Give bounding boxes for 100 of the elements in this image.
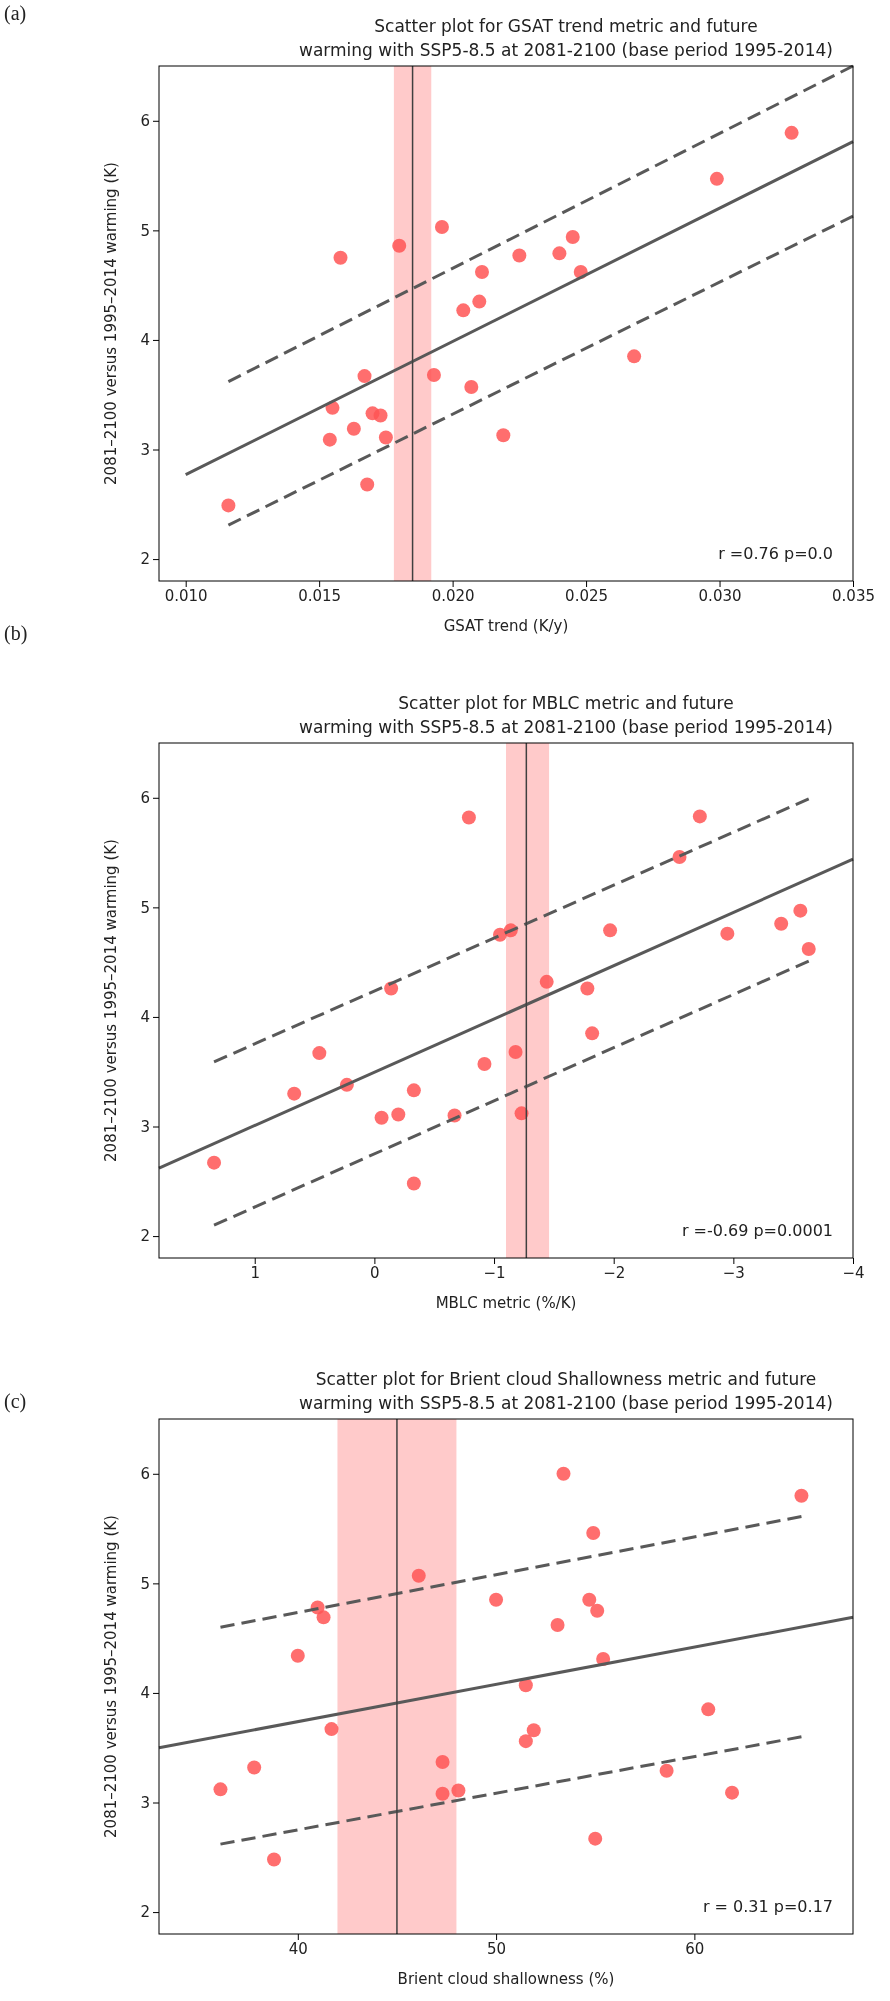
annotation: r = 0.31 p=0.17 [702, 1897, 833, 1916]
point [267, 1852, 282, 1867]
point [357, 369, 372, 384]
point [435, 1786, 450, 1801]
point [580, 981, 595, 996]
point [526, 1723, 541, 1738]
point [793, 903, 808, 918]
x-tick-label: 60 [685, 1939, 705, 1958]
point [701, 1702, 716, 1717]
point [550, 1618, 565, 1632]
point [518, 1734, 533, 1749]
point [406, 1176, 421, 1191]
point [725, 1785, 740, 1800]
point [391, 1107, 406, 1122]
point [474, 265, 489, 279]
chart-title: Scatter plot for MBLC metric and future warming with SSP5-8.5 at 2081-2100 (base period 1995-2014) [299, 693, 833, 737]
point [565, 229, 580, 244]
point [435, 1754, 450, 1769]
point [373, 408, 388, 423]
point [316, 1610, 331, 1625]
point [322, 432, 337, 447]
point [512, 248, 527, 263]
point [434, 220, 449, 235]
point [426, 368, 441, 382]
point [346, 421, 361, 436]
point [603, 923, 618, 938]
x-tick-label: 0.020 [431, 586, 475, 605]
point [496, 428, 511, 443]
point [590, 1603, 605, 1618]
y-tick-label: 2 [140, 1227, 150, 1246]
annotation: r =0.76 p=0.0 [718, 544, 833, 563]
point [312, 1046, 327, 1061]
point [213, 1782, 228, 1797]
x-tick-label: 0.030 [698, 586, 742, 605]
x-axis-title: Brient cloud shallowness (%) [397, 1970, 615, 1988]
x-tick-label: 40 [288, 1939, 308, 1958]
point [221, 498, 236, 513]
x-axis-title: MBLC metric (%/K) [435, 1294, 577, 1312]
y-tick-label: 6 [140, 112, 150, 131]
point [333, 250, 348, 265]
x-tick-label: −1 [483, 1263, 506, 1282]
y-tick-label: 5 [140, 1574, 150, 1593]
point [489, 1592, 504, 1607]
point [582, 1592, 597, 1607]
y-tick-label: 6 [140, 789, 150, 808]
point [585, 1026, 600, 1041]
point [627, 349, 642, 364]
point [411, 1568, 426, 1583]
x-tick-label: 50 [487, 1939, 507, 1958]
y-tick-label: 3 [140, 1117, 150, 1136]
y-tick-label: 2 [140, 550, 150, 569]
point [588, 1831, 603, 1846]
x-tick-label: 0 [370, 1263, 380, 1282]
y-axis-title: 2081–2100 versus 1995–2014 warming (K) [102, 839, 120, 1162]
x-tick-label: −2 [603, 1263, 626, 1282]
x-tick-label: −4 [842, 1263, 865, 1282]
y-tick-label: 4 [140, 1008, 150, 1027]
point [720, 926, 735, 941]
point [461, 810, 476, 825]
point [709, 171, 724, 186]
point [552, 246, 567, 261]
point [290, 1648, 305, 1663]
point [374, 1110, 389, 1125]
point [324, 1722, 339, 1737]
point [794, 1488, 809, 1503]
y-tick-label: 3 [140, 1793, 150, 1812]
annotation: r =-0.69 p=0.0001 [681, 1221, 833, 1240]
y-tick-label: 4 [140, 1684, 150, 1703]
point [539, 974, 554, 989]
y-tick-label: 5 [140, 221, 150, 240]
y-tick-label: 5 [140, 898, 150, 917]
x-axis-title: GSAT trend (K/y) [443, 617, 569, 635]
y-tick-label: 6 [140, 1465, 150, 1484]
x-tick-label: 0.025 [565, 586, 609, 605]
y-axis-title: 2081–2100 versus 1995–2014 warming (K) [102, 1515, 120, 1838]
point [456, 303, 471, 318]
point [472, 294, 487, 309]
x-tick-label: 1 [250, 1263, 260, 1282]
point [556, 1466, 571, 1481]
point [378, 430, 393, 445]
point [801, 942, 816, 956]
point [514, 1106, 529, 1121]
point [207, 1155, 222, 1170]
text: (b) [4, 622, 28, 645]
point [247, 1760, 262, 1775]
x-tick-label: −3 [722, 1263, 745, 1282]
point [451, 1783, 466, 1798]
point [464, 380, 479, 395]
point [659, 1763, 674, 1778]
point [477, 1057, 492, 1072]
text: (a) [4, 2, 27, 25]
x-tick-label: 0.010 [164, 586, 208, 605]
y-axis-title: 2081–2100 versus 1995–2014 warming (K) [102, 162, 120, 485]
point [360, 477, 375, 492]
point [287, 1086, 302, 1101]
chart-title: Scatter plot for Brient cloud Shallowness metric and future warming with SSP5-8.5 at 2081-2100 (base period 1995-2014) [299, 1369, 833, 1413]
text: (c) [4, 1390, 27, 1413]
x-tick-label: 0.015 [298, 586, 342, 605]
y-tick-label: 3 [140, 440, 150, 459]
point [586, 1525, 601, 1540]
